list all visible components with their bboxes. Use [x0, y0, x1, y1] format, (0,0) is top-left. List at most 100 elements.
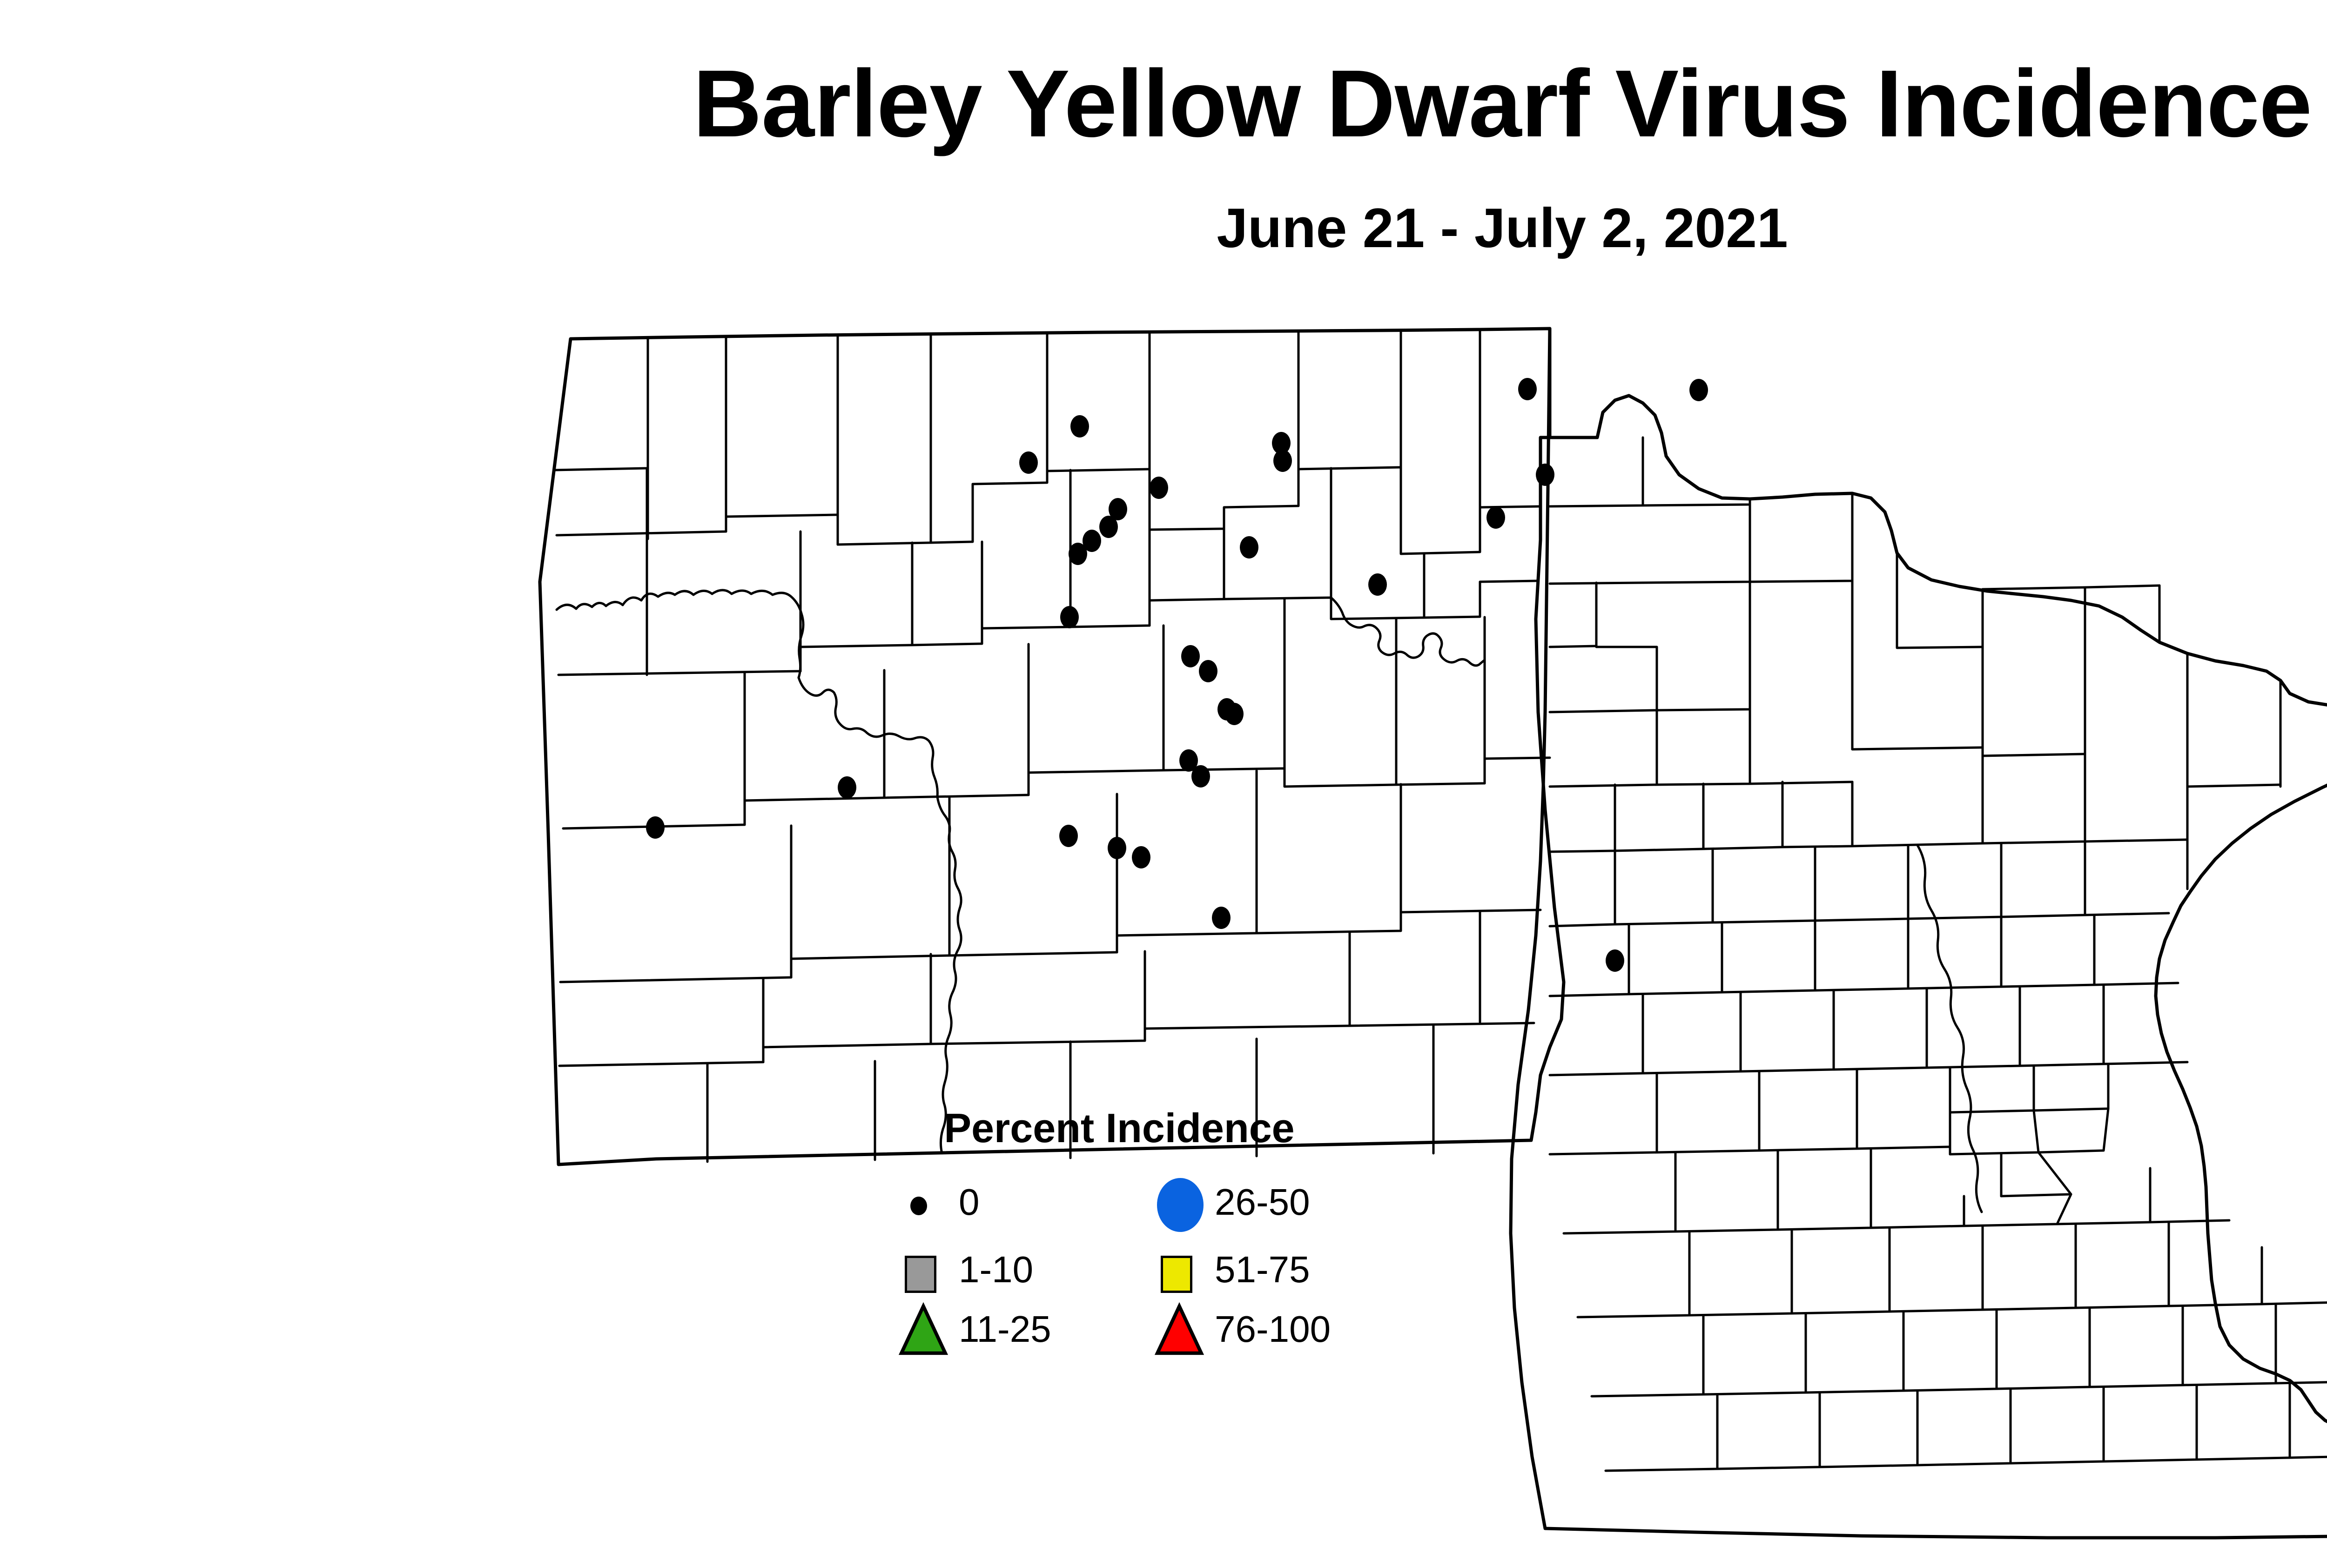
sample-point [1518, 378, 1537, 400]
mn-s-24 [1804, 1310, 1905, 1394]
sample-point [1019, 451, 1038, 474]
mississippi-boundary [1916, 844, 1983, 1213]
mn-s-4 [1856, 1145, 1951, 1150]
page-subtitle: June 21 - July 2, 2021 [1217, 197, 1788, 259]
legend-label-51-75: 51-75 [1215, 1249, 1310, 1290]
mn-c-26 [1832, 987, 1928, 1071]
mn-s-3 [1758, 1068, 1858, 1152]
mn-c-18 [1814, 917, 1910, 992]
sample-point [838, 776, 856, 799]
mn-s-21 [2260, 1301, 2327, 1306]
mn-s-8 [1870, 1195, 1965, 1229]
nd-tier-line-3 [929, 470, 1049, 544]
sample-point [1108, 837, 1126, 859]
mn-s-5 [1562, 1151, 1677, 1235]
red-triangle-icon [1154, 1302, 1210, 1358]
nd-tier-line-6 [1297, 466, 1481, 555]
mn-c-2 [1851, 746, 1984, 848]
mn-c-27 [1925, 985, 2021, 1069]
mn-s-7 [1776, 1147, 1872, 1231]
nd-row2-sep-d [1227, 596, 1426, 620]
nd-tier-line-1 [553, 467, 648, 471]
mn-s-15 [1790, 1226, 1891, 1315]
mn-s-38 [2288, 1455, 2327, 1459]
mn-nw-11 [1548, 646, 1658, 713]
green-triangle-icon [898, 1302, 954, 1358]
nd-row3-sep-b [883, 769, 1165, 799]
sample-point [1606, 949, 1624, 972]
mn-c-14 [2084, 912, 2170, 916]
mn-nw-17 [1548, 783, 1616, 853]
mn-north-2 [2084, 584, 2161, 589]
mn-s-33 [1818, 1389, 1919, 1468]
sample-point [1150, 477, 1168, 499]
sample-point [1273, 450, 1292, 472]
sample-point [646, 816, 665, 839]
mn-nw-15 [1655, 708, 1751, 786]
sample-points-layer [646, 378, 1708, 972]
sample-point [1225, 703, 1244, 725]
north-dakota-outline [538, 327, 1566, 1166]
mn-s-19 [2167, 1303, 2263, 1307]
mn-c-22 [2093, 982, 2179, 986]
mn-north-7 [2186, 783, 2282, 788]
mn-c-25 [1739, 989, 1835, 1073]
small-black-dot-icon [898, 1175, 954, 1231]
yellow-square-icon [1154, 1243, 1210, 1299]
mn-metro-3 [2032, 1063, 2110, 1112]
mn-s-36 [2102, 1384, 2198, 1463]
mn-s-31 [1604, 1393, 1719, 1472]
mn-nw-13 [1548, 783, 1658, 788]
mn-c-10 [1711, 846, 1816, 924]
sample-point [1179, 749, 1198, 772]
mn-s-35 [2009, 1386, 2105, 1465]
nd-row3-sep [562, 796, 886, 830]
mn-s-1 [1548, 1072, 1658, 1156]
county-map-svg [538, 327, 2327, 1540]
mn-nw-20 [1702, 781, 1784, 850]
nd-row5-sep-b [929, 1024, 1351, 1045]
sample-point [1536, 464, 1554, 486]
mn-c-16 [1628, 921, 1723, 996]
mn-s-6 [1674, 1149, 1779, 1233]
sample-point [1181, 645, 1200, 667]
legend-label-0: 0 [959, 1181, 980, 1223]
nd-row4-sep [559, 954, 951, 983]
mn-s-18 [2074, 1221, 2170, 1309]
mn-s-13 [1576, 1230, 1691, 1319]
mn-c-28 [2018, 983, 2105, 1067]
sample-point [1083, 530, 1101, 552]
nd-tier-line-4 [1046, 468, 1151, 472]
nd-tier-line-5 [1148, 468, 1300, 531]
mn-s-16 [1888, 1225, 1984, 1313]
mn-c-20 [2000, 983, 2096, 988]
mn-c-13 [2000, 840, 2086, 918]
minnesota-outline [1509, 327, 2327, 1540]
sample-point [1199, 660, 1217, 682]
mn-s-14 [1688, 1228, 1793, 1317]
mn-c-19 [1907, 915, 2003, 990]
mn-metro-7 [2000, 1151, 2072, 1198]
mn-s-2 [1655, 1070, 1761, 1154]
nd-row2-sep-b [911, 626, 1072, 646]
mn-s-27 [2088, 1305, 2184, 1388]
mn-nw-12 [1655, 580, 1751, 712]
mn-c-8 [1614, 921, 1714, 926]
nd-tier-line-2 [555, 513, 932, 546]
map-canvas [0, 321, 2327, 1541]
nd-row5-sep-c [1348, 1022, 1535, 1027]
sample-point [1109, 498, 1127, 520]
sample-point [1070, 415, 1089, 437]
mn-c-5 [2084, 838, 2189, 843]
legend: Percent Incidence 0 1-10 11-25 [884, 1108, 1419, 1368]
nd-tier-line-7 [1479, 505, 1542, 509]
sample-point [1191, 765, 1210, 787]
mn-s-26 [1995, 1306, 2091, 1390]
mn-c-17 [1721, 919, 1816, 994]
legend-label-76-100: 76-100 [1215, 1308, 1331, 1350]
mn-c-3 [1981, 753, 2086, 845]
mn-s-12 [2149, 1219, 2231, 1224]
sample-point [1212, 907, 1231, 929]
blue-circle-icon [1154, 1175, 1210, 1232]
